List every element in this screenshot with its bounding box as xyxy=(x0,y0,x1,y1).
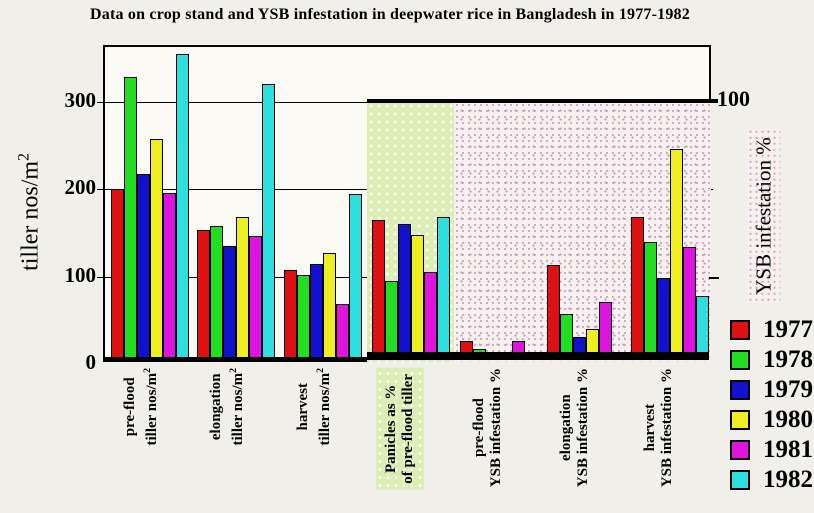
bar-1982-elongation-tiller xyxy=(262,84,275,360)
bar-1982-pre-flood-tiller xyxy=(176,54,189,360)
legend-row-1980: 1980 xyxy=(730,406,813,433)
bar-1980-harvest-ysb xyxy=(670,149,683,360)
bar-1977-elongation-ysb xyxy=(547,265,560,360)
left-tick-label-200: 200 xyxy=(64,175,97,199)
x-label-elongation-ysb: elongation YSB infestation % xyxy=(558,368,591,488)
bar-1977-panicles-pct xyxy=(372,220,385,360)
bar-1977-harvest-tiller xyxy=(284,270,297,360)
legend-row-1978: 1978 xyxy=(730,346,813,373)
plot-area xyxy=(97,45,719,362)
chart-title: Data on crop stand and YSB infestation i… xyxy=(90,6,690,23)
right-axis-minor-tick xyxy=(709,276,719,279)
x-label-pre-flood-ysb: pre-flood YSB infestation % xyxy=(471,368,504,488)
bar-1981-harvest-ysb xyxy=(683,247,696,360)
left-axis-title-superscript: 2 xyxy=(15,153,33,161)
legend-swatch-1977 xyxy=(730,319,750,340)
left-tick-label-300: 300 xyxy=(64,87,97,112)
right-axis-tick-label: 100 xyxy=(717,86,750,111)
bar-1978-harvest-ysb xyxy=(644,242,657,360)
bar-1978-panicles-pct xyxy=(385,281,398,360)
x-label-wrap-elongation-tiller: elongation tiller nos/m2 xyxy=(208,368,286,446)
bar-1977-elongation-tiller xyxy=(197,230,210,360)
legend-label-1979: 1979 xyxy=(763,376,813,403)
legend-swatch-1978 xyxy=(730,349,750,370)
bar-1979-pre-flood-tiller xyxy=(137,174,150,360)
left-tick-label-100: 100 xyxy=(64,262,97,287)
bar-1981-harvest-tiller xyxy=(336,304,349,360)
bar-1979-elongation-tiller xyxy=(223,246,236,360)
legend-swatch-1980 xyxy=(730,409,750,430)
x-label-elongation-tiller: elongation tiller nos/m2 xyxy=(208,368,246,446)
bar-1982-harvest-ysb xyxy=(696,296,709,360)
right-axis-title: YSB infestation % xyxy=(747,129,781,303)
legend-swatch-1979 xyxy=(730,379,750,400)
bar-1980-elongation-tiller xyxy=(236,217,249,360)
bar-1977-harvest-ysb xyxy=(631,217,644,360)
legend-swatch-1981 xyxy=(730,439,750,460)
legend-label-1978: 1978 xyxy=(763,346,813,373)
left-tick-label-0: 0 xyxy=(85,350,97,374)
bar-1978-elongation-tiller xyxy=(210,226,223,360)
bar-1978-pre-flood-tiller xyxy=(124,77,137,360)
bar-1982-panicles-pct xyxy=(437,217,450,360)
legend-row-1981: 1981 xyxy=(730,436,813,463)
x-label-wrap-pre-flood-tiller: pre-flood tiller nos/m2 xyxy=(122,368,200,446)
x-label-wrap-harvest-tiller: harvest tiller nos/m2 xyxy=(295,368,373,446)
bar-1980-pre-flood-tiller xyxy=(150,139,163,360)
legend-label-1981: 1981 xyxy=(763,436,813,463)
bar-1981-panicles-pct xyxy=(424,272,437,360)
bar-1979-panicles-pct xyxy=(398,224,411,360)
right-axis-100-line xyxy=(367,98,718,103)
bar-1977-pre-flood-tiller xyxy=(111,189,124,360)
bar-1982-harvest-tiller xyxy=(349,194,362,360)
legend-label-1980: 1980 xyxy=(763,406,813,433)
legend-row-1979: 1979 xyxy=(730,376,813,403)
x-label-pre-flood-tiller: pre-flood tiller nos/m2 xyxy=(122,368,160,446)
bar-1980-panicles-pct xyxy=(411,235,424,360)
bar-1981-elongation-tiller xyxy=(249,236,262,360)
legend-row-1982: 1982 xyxy=(730,466,813,493)
bar-1980-harvest-tiller xyxy=(323,253,336,360)
legend: 1977 1978 1979 1980 1981 1982 xyxy=(730,316,813,499)
bar-1981-pre-flood-tiller xyxy=(163,193,176,360)
legend-label-1982: 1982 xyxy=(763,466,813,493)
x-axis-line-thick xyxy=(367,352,709,360)
x-label-harvest-tiller: harvest tiller nos/m2 xyxy=(295,368,333,446)
legend-swatch-1982 xyxy=(730,469,750,490)
legend-row-1977: 1977 xyxy=(730,316,813,343)
bar-1979-harvest-tiller xyxy=(310,264,323,360)
legend-label-1977: 1977 xyxy=(763,316,813,343)
bar-1979-harvest-ysb xyxy=(657,278,670,360)
x-label-harvest-ysb: harvest YSB infestation % xyxy=(642,368,675,488)
bar-1978-harvest-tiller xyxy=(297,275,310,360)
x-label-panicles-pct: Panicles as % of pre-flood tiller xyxy=(376,368,424,490)
left-axis-title: tiller nos/m2 xyxy=(16,153,45,271)
right-axis-title-text: YSB infestation % xyxy=(751,137,776,295)
